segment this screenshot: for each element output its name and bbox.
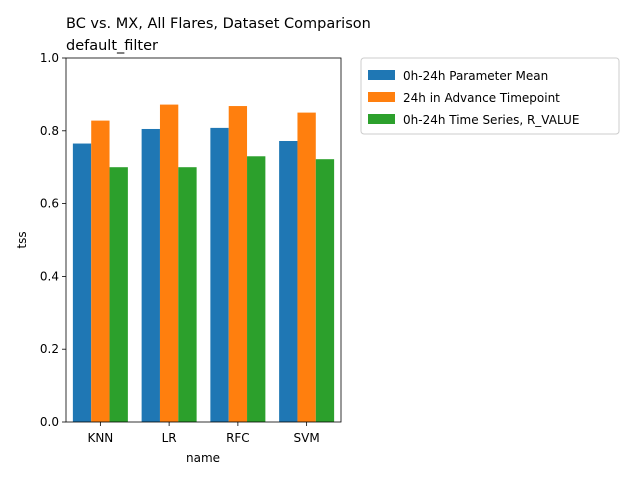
x-tick-label: KNN [87, 431, 113, 445]
bar-rfc-series-1 [210, 127, 229, 422]
legend-label: 24h in Advance Timepoint [403, 91, 560, 105]
y-tick-label: 0.2 [40, 342, 59, 356]
bar-knn-series-1 [72, 143, 92, 423]
bar-svm-series-1 [279, 140, 298, 422]
y-tick-label: 0.0 [40, 415, 59, 429]
y-tick-label: 0.8 [40, 124, 59, 138]
x-axis-label: name [186, 451, 220, 465]
x-tick-label: SVM [294, 431, 320, 445]
x-tick-label: RFC [226, 431, 250, 445]
bar-knn-series-3 [109, 167, 128, 422]
y-tick-label: 0.4 [40, 269, 59, 283]
legend-frame [360, 57, 620, 135]
bar-rfc-series-2 [228, 106, 248, 422]
chart-title: BC vs. MX, All Flares, Dataset Compariso… [66, 16, 371, 32]
bar-svm-series-2 [297, 112, 316, 422]
legend-label: 0h-24h Time Series, R_VALUE [403, 113, 579, 127]
bar-svm-series-3 [315, 159, 335, 422]
legend-swatch [368, 92, 395, 102]
legend-swatch [368, 70, 395, 80]
y-tick-label: 0.6 [40, 197, 59, 211]
y-tick-label: 1.0 [40, 51, 59, 65]
bar-knn-series-2 [91, 120, 110, 422]
bar-lr-series-1 [141, 128, 160, 423]
x-tick-label: LR [162, 431, 177, 445]
bar-rfc-series-3 [247, 156, 266, 422]
plot-frame [65, 57, 342, 423]
legend-swatch [368, 114, 395, 124]
bar-lr-series-3 [178, 167, 197, 422]
axes-layer: KNN LR RFC SVM 0.0 0.2 0.4 0.6 0.8 1.0 [40, 51, 342, 445]
chart-subtitle: default_filter [66, 38, 158, 54]
y-axis-label: tss [15, 231, 29, 248]
bars-layer [72, 104, 335, 423]
legend: 0h-24h Parameter Mean 24h in Advance Time… [360, 57, 620, 135]
bar-lr-series-2 [159, 104, 179, 422]
legend-label: 0h-24h Parameter Mean [403, 69, 548, 83]
